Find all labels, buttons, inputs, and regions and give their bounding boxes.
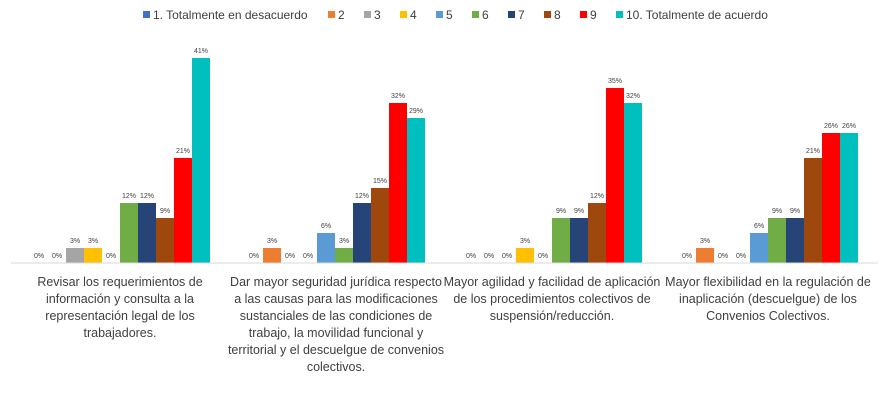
data-label: 0%	[718, 253, 728, 260]
data-label: 3%	[70, 238, 80, 245]
bar	[552, 218, 570, 263]
data-label: 3%	[700, 238, 710, 245]
bar	[570, 218, 588, 263]
bars	[66, 58, 858, 263]
bar	[353, 203, 371, 263]
bar	[120, 203, 138, 263]
data-label: 0%	[484, 253, 494, 260]
legend-swatch-8	[544, 11, 551, 18]
bar	[192, 58, 210, 263]
data-label: 0%	[34, 253, 44, 260]
bar	[624, 103, 642, 263]
bar	[138, 203, 156, 263]
data-label: 32%	[391, 93, 405, 100]
legend-swatch-1	[143, 11, 150, 18]
legend-label-7: 7	[518, 8, 525, 22]
legend-swatch-10	[616, 11, 623, 18]
bar	[822, 133, 840, 263]
bar	[407, 118, 425, 263]
data-label: 35%	[608, 78, 622, 85]
data-label: 0%	[249, 253, 259, 260]
bar	[516, 248, 534, 263]
bar	[263, 248, 281, 263]
data-label: 29%	[409, 108, 423, 115]
data-label: 12%	[140, 193, 154, 200]
legend-label-5: 5	[446, 8, 453, 22]
data-label: 0%	[466, 253, 476, 260]
category-label: Mayor agilidad y facilidad de aplicación…	[443, 275, 661, 323]
bar	[174, 158, 192, 263]
bar	[317, 233, 335, 263]
data-label: 21%	[176, 148, 190, 155]
bar	[696, 248, 714, 263]
legend-label-3: 3	[374, 8, 381, 22]
data-label: 0%	[285, 253, 295, 260]
data-label: 0%	[106, 253, 116, 260]
bar	[840, 133, 858, 263]
data-label: 12%	[122, 193, 136, 200]
legend-label-9: 9	[590, 8, 597, 22]
bar	[606, 88, 624, 263]
category-label: Mayor flexibilidad en la regulación de i…	[665, 275, 871, 323]
bar	[804, 158, 822, 263]
data-label: 9%	[574, 208, 584, 215]
data-label: 3%	[267, 238, 277, 245]
legend-swatch-5	[436, 11, 443, 18]
data-label: 21%	[806, 148, 820, 155]
data-label: 15%	[373, 178, 387, 185]
data-label: 32%	[626, 93, 640, 100]
data-label: 6%	[754, 223, 764, 230]
legend-label-6: 6	[482, 8, 489, 22]
legend-label-8: 8	[554, 8, 561, 22]
data-label: 12%	[355, 193, 369, 200]
data-label: 9%	[160, 208, 170, 215]
data-labels: 0% 0% 3% 3% 0% 12% 12% 9% 21% 41% 0% 3% 0% 0% 6% 3% 12% 1…	[34, 48, 856, 260]
legend-swatch-7	[508, 11, 515, 18]
bar	[588, 203, 606, 263]
legend-label-1: 1. Totalmente en desacuerdo	[153, 8, 308, 22]
bar	[750, 233, 768, 263]
data-label: 0%	[502, 253, 512, 260]
data-label: 0%	[303, 253, 313, 260]
bar	[371, 188, 389, 263]
legend-swatch-2	[328, 11, 335, 18]
data-label: 0%	[736, 253, 746, 260]
data-label: 26%	[842, 123, 856, 130]
bar	[786, 218, 804, 263]
data-label: 9%	[556, 208, 566, 215]
data-label: 0%	[682, 253, 692, 260]
legend-swatch-3	[364, 11, 371, 18]
legend-label-10: 10. Totalmente de acuerdo	[626, 8, 768, 22]
data-label: 6%	[321, 223, 331, 230]
data-label: 9%	[772, 208, 782, 215]
bar	[389, 103, 407, 263]
bar	[768, 218, 786, 263]
data-label: 3%	[88, 238, 98, 245]
legend-swatch-9	[580, 11, 587, 18]
data-label: 9%	[790, 208, 800, 215]
data-label: 0%	[52, 253, 62, 260]
bar	[84, 248, 102, 263]
bar	[156, 218, 174, 263]
legend-label-2: 2	[338, 8, 345, 22]
legend-label-4: 4	[410, 8, 417, 22]
data-label: 3%	[339, 238, 349, 245]
bar	[335, 248, 353, 263]
legend-swatch-6	[472, 11, 479, 18]
data-label: 12%	[590, 193, 604, 200]
legend-swatch-4	[400, 11, 407, 18]
data-label: 41%	[194, 48, 208, 55]
category-label: Revisar los requerimientos de informació…	[37, 275, 203, 340]
bar	[66, 248, 84, 263]
category-label: Dar mayor seguridad jurídica respecto a …	[227, 275, 445, 374]
data-label: 0%	[538, 253, 548, 260]
legend: 1. Totalmente en desacuerdo 2 3 4 5 6 7 8 9 10. T…	[143, 8, 768, 22]
data-label: 26%	[824, 123, 838, 130]
data-label: 3%	[520, 238, 530, 245]
